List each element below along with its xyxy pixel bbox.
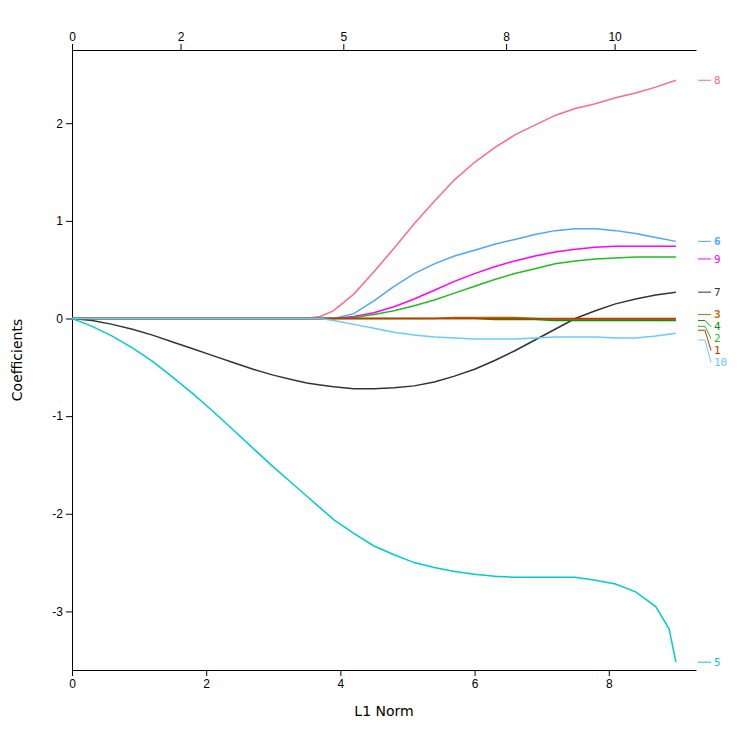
tick-mark bbox=[66, 416, 72, 417]
tick: 8 bbox=[606, 670, 613, 691]
plot-area: 02468025810-3-2-101286973421105 bbox=[52, 30, 727, 691]
tick-mark bbox=[66, 611, 72, 612]
tick-label: 2 bbox=[203, 677, 210, 691]
tick-label: 10 bbox=[608, 30, 622, 44]
axis-line bbox=[72, 51, 73, 671]
series-line bbox=[72, 257, 676, 319]
tick: -2 bbox=[52, 507, 72, 521]
tick-mark bbox=[181, 44, 182, 50]
series-line bbox=[72, 319, 676, 340]
tick-label: 5 bbox=[340, 30, 347, 44]
tick-mark bbox=[506, 44, 507, 50]
tick-label: -2 bbox=[52, 507, 63, 521]
tick-label: -3 bbox=[52, 605, 63, 619]
tick: 4 bbox=[338, 670, 345, 691]
line-labels: 86973421105 bbox=[698, 74, 727, 669]
axis-line bbox=[73, 50, 697, 51]
tick-label: -1 bbox=[52, 409, 63, 423]
tick-mark bbox=[66, 221, 72, 222]
tick-label: 8 bbox=[606, 677, 613, 691]
tick-label: 0 bbox=[56, 312, 63, 326]
y-axis: -3 -2 -1 0 1 2 bbox=[52, 51, 72, 671]
tick-label: 4 bbox=[338, 677, 345, 691]
tick-label: 8 bbox=[503, 30, 510, 44]
line-label: 6 bbox=[714, 235, 721, 248]
x-axis-title: L1 Norm bbox=[354, 703, 413, 719]
tick: 2 bbox=[203, 670, 210, 691]
line-label: 5 bbox=[714, 656, 721, 669]
label-leader bbox=[698, 80, 711, 81]
tick-label: 0 bbox=[69, 30, 76, 44]
tick: 2 bbox=[178, 30, 185, 50]
series-line bbox=[72, 319, 676, 663]
tick-mark bbox=[343, 44, 344, 50]
series-line bbox=[72, 229, 676, 319]
line-label: 7 bbox=[714, 286, 721, 299]
tick-mark bbox=[72, 670, 73, 676]
label-leader bbox=[698, 292, 711, 293]
label-leader bbox=[698, 241, 711, 242]
x-axis: 0 2 4 6 8 bbox=[69, 670, 696, 691]
tick-label: 6 bbox=[472, 677, 479, 691]
tick-mark bbox=[72, 44, 73, 50]
lines bbox=[72, 80, 676, 662]
tick: 1 bbox=[56, 214, 72, 228]
label-leader bbox=[698, 314, 711, 315]
tick: 2 bbox=[56, 117, 72, 131]
x2-axis: 0 2 5 8 10 bbox=[69, 30, 696, 51]
tick-mark bbox=[475, 670, 476, 676]
tick: 0 bbox=[69, 30, 76, 50]
tick: 5 bbox=[340, 30, 347, 50]
label-leader bbox=[698, 326, 711, 338]
tick-mark bbox=[609, 670, 610, 676]
tick-label: 2 bbox=[178, 30, 185, 44]
tick: -1 bbox=[52, 409, 72, 423]
tick-mark bbox=[206, 670, 207, 676]
label-leader bbox=[698, 320, 711, 326]
axis-line bbox=[73, 670, 697, 671]
tick-mark bbox=[66, 319, 72, 320]
tick-mark bbox=[340, 670, 341, 676]
line-label: 10 bbox=[714, 356, 727, 369]
label-leader bbox=[698, 258, 711, 259]
tick: -3 bbox=[52, 605, 72, 619]
tick: 0 bbox=[69, 670, 76, 691]
tick: 10 bbox=[608, 30, 622, 50]
tick: 6 bbox=[472, 670, 479, 691]
series-line bbox=[72, 246, 676, 318]
line-label: 8 bbox=[714, 74, 721, 87]
tick: 8 bbox=[503, 30, 510, 50]
tick-label: 1 bbox=[56, 214, 63, 228]
series-line bbox=[72, 80, 676, 318]
label-leader bbox=[698, 340, 711, 363]
tick-label: 0 bbox=[69, 677, 76, 691]
tick-mark bbox=[66, 514, 72, 515]
line-label: 9 bbox=[714, 253, 721, 266]
series-line bbox=[72, 292, 676, 389]
tick-mark bbox=[615, 44, 616, 50]
tick-mark bbox=[66, 123, 72, 124]
y-axis-title: Coefficients bbox=[9, 319, 25, 401]
chart: 02468025810-3-2-101286973421105L1 NormCo… bbox=[0, 0, 756, 732]
tick-label: 2 bbox=[56, 117, 63, 131]
tick: 0 bbox=[56, 312, 72, 326]
label-leader bbox=[698, 662, 711, 663]
